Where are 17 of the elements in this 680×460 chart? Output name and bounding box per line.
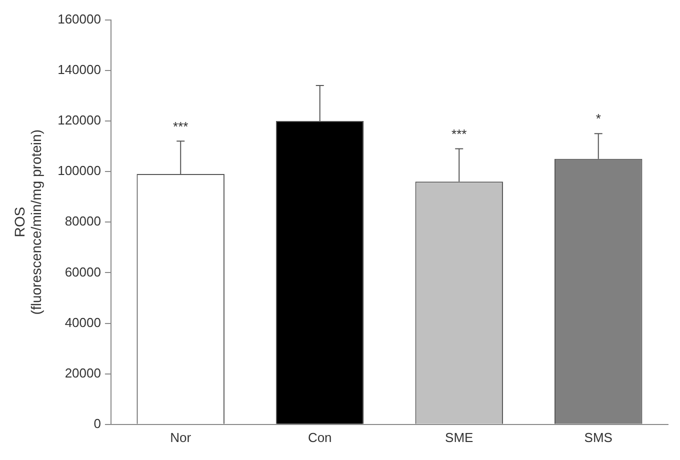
x-tick-label: Con	[308, 430, 332, 445]
x-tick-label: Nor	[170, 430, 192, 445]
y-tick-label: 0	[94, 416, 101, 431]
y-tick-label: 120000	[58, 112, 101, 128]
annotation: *	[596, 111, 601, 126]
y-tick-label: 160000	[58, 11, 101, 26]
y-tick-label: 80000	[64, 214, 101, 229]
y-axis-title: ROS (fluorescence/min/mg protein)	[11, 130, 44, 315]
annotation: ***	[452, 126, 467, 142]
y-tick-label: 20000	[64, 365, 101, 380]
y-tick-label: 140000	[58, 62, 101, 77]
y-tick-label: 100000	[58, 163, 101, 178]
y-tick-label: 60000	[64, 264, 101, 280]
annotation: ***	[173, 118, 188, 134]
x-tick-label: SMS	[584, 430, 613, 445]
y-tick-label: 40000	[64, 314, 101, 330]
x-tick-label: SME	[445, 430, 474, 445]
